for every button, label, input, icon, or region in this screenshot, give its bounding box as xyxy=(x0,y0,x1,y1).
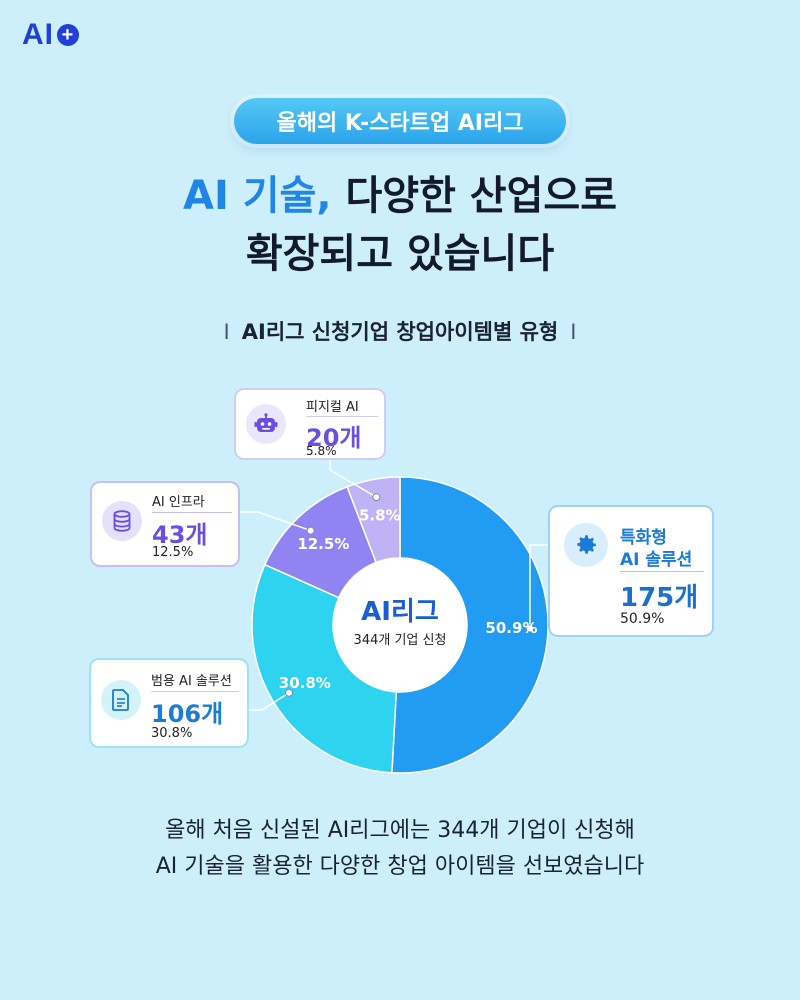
connector-line xyxy=(240,511,311,532)
connector-dot xyxy=(372,493,381,502)
chart-subtitle: I AI리그 신청기업 창업아이템별 유형 I xyxy=(0,316,800,346)
card-percent: 12.5% xyxy=(152,545,194,560)
footer-line2: AI 기술을 활용한 다양한 창업 아이템을 선보였습니다 xyxy=(155,854,645,879)
card-count: 43개 xyxy=(152,521,208,549)
brand-logo: AI + xyxy=(22,18,79,52)
card-divider xyxy=(152,512,232,513)
footer-line1: 올해 처음 신설된 AI리그에는 344개 기업이 신청해 xyxy=(165,818,635,843)
card-divider xyxy=(620,571,704,572)
card-physical-ai: 피지컬 AI 20개 5.8% xyxy=(234,388,386,460)
subtitle-bar-left: I xyxy=(223,320,230,344)
robot-icon xyxy=(246,404,286,444)
connector-line xyxy=(329,460,377,498)
connector-dot xyxy=(285,688,294,697)
card-label-line1: 특화형 xyxy=(620,528,667,548)
slice-percent-label: 12.5% xyxy=(297,535,349,553)
connector-line xyxy=(249,692,290,711)
connector-lines xyxy=(240,460,548,711)
card-count: 175개 xyxy=(620,583,699,613)
card-label: AI 인프라 xyxy=(152,495,205,510)
card-percent: 5.8% xyxy=(306,444,337,458)
card-ai-infra: AI 인프라 43개 12.5% xyxy=(90,481,240,567)
slice-percent-label: 30.8% xyxy=(279,674,331,692)
slice-percent-label: 50.9% xyxy=(485,619,537,637)
slice-labels: 50.9% 30.8% 12.5% 5.8% xyxy=(279,506,538,692)
logo-text: AI xyxy=(22,18,54,51)
card-count: 106개 xyxy=(151,700,224,728)
card-general-ai-solution: 범용 AI 솔루션 106개 30.8% xyxy=(89,658,249,748)
card-label-line2: AI 솔루션 xyxy=(620,550,693,570)
center-subtitle: 344개 기업 신청 xyxy=(354,633,447,648)
card-percent: 30.8% xyxy=(151,726,193,741)
donut-slices xyxy=(251,476,549,774)
card-percent: 50.9% xyxy=(620,611,665,627)
headline-line1: AI 기술, 다양한 산업으로 xyxy=(0,163,800,221)
gear-icon xyxy=(564,523,608,567)
connector-dot xyxy=(306,526,315,535)
card-divider xyxy=(306,416,378,417)
headline-line2: 확장되고 있습니다 xyxy=(245,231,555,277)
card-special-ai-solution: 특화형 AI 솔루션 175개 50.9% xyxy=(548,505,714,637)
database-icon xyxy=(102,501,142,541)
card-label: 범용 AI 솔루션 xyxy=(151,674,232,689)
subtitle-text: AI리그 신청기업 창업아이템별 유형 xyxy=(241,320,559,344)
connector-dot xyxy=(525,624,534,633)
logo-plus-icon: + xyxy=(57,24,79,46)
donut-center xyxy=(333,558,467,692)
title-badge: 올해의 K-스타트업 AI리그 xyxy=(234,98,566,144)
card-label: 피지컬 AI xyxy=(306,400,359,415)
card-divider xyxy=(151,691,239,692)
headline-accent: AI 기술, xyxy=(182,173,332,219)
subtitle-bar-right: I xyxy=(570,320,577,344)
card-count: 20개 xyxy=(306,424,362,452)
slice-percent-label: 5.8% xyxy=(359,506,401,524)
connector-line xyxy=(529,544,548,629)
document-icon xyxy=(101,680,141,720)
headline-rest: 다양한 산업으로 xyxy=(331,173,617,219)
center-title: AI리그 xyxy=(361,597,439,627)
